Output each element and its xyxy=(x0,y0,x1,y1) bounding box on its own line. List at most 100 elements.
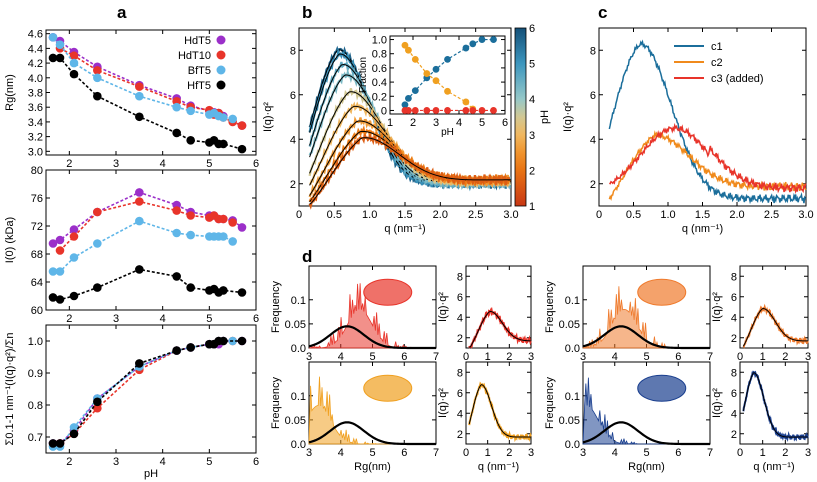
prior-distribution-line xyxy=(308,421,436,446)
y-tick-label: 4 xyxy=(290,134,296,146)
legend-marker-HdT10 xyxy=(216,50,226,60)
data-point-HdT5 xyxy=(237,223,247,232)
data-point-BfT5 xyxy=(55,40,65,50)
data-point-HdT5 xyxy=(69,225,79,234)
x-tick-label: 3 xyxy=(306,447,312,459)
data-point-HfT5 xyxy=(48,293,58,302)
y-tick-label: 0.1 xyxy=(565,295,580,307)
x-tick-label: 3 xyxy=(528,351,534,363)
data-point-HdT5 xyxy=(135,188,144,197)
y-tick-label: 4 xyxy=(731,312,737,324)
x-tick-label: 3.0 xyxy=(503,209,518,221)
profile-y-label: I(q)·q² xyxy=(711,292,723,322)
x-tick-label: 3.0 xyxy=(798,209,813,221)
data-point-HfT5 xyxy=(237,336,247,346)
y-tick-label: 3.2 xyxy=(28,132,43,144)
data-point-HdT5 xyxy=(48,239,58,248)
plot-frame xyxy=(465,265,532,349)
y-tick-label: 0.2 xyxy=(372,91,387,103)
y-tick-label: 6 xyxy=(590,90,596,102)
x-tick-label: 4 xyxy=(456,117,462,129)
protein-structure-image xyxy=(363,374,413,402)
x-tick-label: 2.5 xyxy=(468,209,483,221)
data-point-HdT10 xyxy=(93,66,102,75)
x-tick-label: 2.0 xyxy=(729,209,744,221)
profile-y-label: I(q)·q² xyxy=(711,388,723,418)
data-point-HfT5 xyxy=(69,429,79,439)
inset-point-orange xyxy=(411,56,419,63)
chart-kratky-components: 0 0.5 1.0 1.5 2.0 2.5 3.0 2 4 6 8 c1 c2 c3 (added) I(q… xyxy=(562,27,814,235)
x-tick-label: 7 xyxy=(707,447,713,459)
x-tick-label: 6 xyxy=(253,456,259,468)
legend-label-c3 (added): c3 (added) xyxy=(711,73,764,85)
x-tick-label: 4 xyxy=(160,158,166,170)
plot-frame xyxy=(45,29,257,156)
y-tick-label: 2 xyxy=(457,429,463,441)
data-point-HdT10 xyxy=(237,121,247,130)
inset-point-red xyxy=(490,107,497,114)
data-point-BfT5 xyxy=(219,113,228,122)
inset-point-blue xyxy=(401,101,409,109)
x-tick-label: 0.5 xyxy=(327,209,342,221)
data-point-HdT10 xyxy=(93,403,102,413)
x-tick-label: 0 xyxy=(737,351,743,363)
inset-point-orange xyxy=(444,87,451,95)
data-point-BfT5 xyxy=(93,73,102,83)
inset-point-blue xyxy=(444,56,451,63)
x-tick-label: 7 xyxy=(707,351,713,363)
inset-point-blue xyxy=(478,36,486,43)
x-tick-label: 4 xyxy=(338,351,344,363)
y-tick-label: 0.8 xyxy=(372,49,387,61)
data-point-BfT5 xyxy=(186,106,195,116)
x-tick-label: 5 xyxy=(369,447,375,459)
data-point-HdT10 xyxy=(69,232,79,241)
data-point-HfT5 xyxy=(237,288,247,297)
x-tick-label: 6 xyxy=(401,351,407,363)
x-tick-label: 2 xyxy=(410,117,416,129)
x-tick-label: 0 xyxy=(737,447,743,459)
colorbar-tick-label: 3 xyxy=(529,130,535,142)
y-axis-label: Rg(nm) xyxy=(4,74,16,111)
x-tick-label: 1 xyxy=(760,447,766,459)
plot-frame xyxy=(389,35,506,115)
inset-y-label: Fraction xyxy=(358,57,369,93)
plot-frame xyxy=(465,361,532,445)
x-tick-label: 0 xyxy=(463,447,469,459)
legend-marker-BfT5 xyxy=(216,65,226,75)
protein-structure-image xyxy=(637,278,687,306)
y-tick-label: 1.0 xyxy=(372,35,387,47)
inset-x-label: pH xyxy=(441,127,454,138)
series-line-BfT5 xyxy=(53,220,234,273)
x-tick-label: 1.0 xyxy=(362,209,377,221)
kratky-fit-line xyxy=(309,137,512,205)
y-tick-label: 6 xyxy=(290,90,296,102)
data-point-HfT5 xyxy=(55,295,65,304)
y-axis-label: Frequency xyxy=(544,377,556,429)
data-point-BfT5 xyxy=(69,58,79,68)
y-tick-label: 2 xyxy=(731,333,737,345)
data-point-BfT5 xyxy=(69,423,79,432)
x-tick-label: 1 xyxy=(485,351,491,363)
x-tick-label: 0 xyxy=(596,209,602,221)
y-tick-label: 4 xyxy=(590,134,596,146)
x-tick-label: 2.0 xyxy=(433,209,448,221)
inset-point-red xyxy=(478,107,486,114)
data-point-HfT5 xyxy=(93,91,102,101)
x-tick-label: 5 xyxy=(206,158,212,170)
x-tick-label: 1.0 xyxy=(660,209,675,221)
y-tick-label: 4.6 xyxy=(28,29,43,41)
data-point-HdT10 xyxy=(135,197,144,206)
data-point-BfT5 xyxy=(228,237,237,246)
x-tick-label: 6 xyxy=(502,117,508,129)
inset-point-red xyxy=(469,107,477,114)
profile-fit-line xyxy=(468,384,531,438)
y-tick-label: 4 xyxy=(457,312,463,324)
profile-data-curve xyxy=(468,381,532,443)
data-point-BfT5 xyxy=(172,102,181,112)
x-tick-label: 3 xyxy=(113,158,119,170)
legend-label-HdT5: HdT5 xyxy=(184,35,211,47)
x-tick-label: 6 xyxy=(675,447,681,459)
y-tick-label: 3.0 xyxy=(28,146,43,158)
x-tick-label: 3 xyxy=(113,313,119,325)
